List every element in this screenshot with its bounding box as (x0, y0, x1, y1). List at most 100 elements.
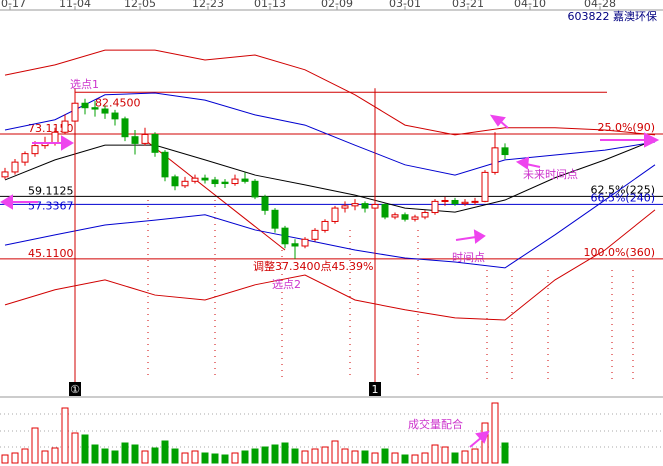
x-tick-label: 04-10 (514, 0, 546, 10)
volume-bar (161, 440, 169, 464)
candle-body (241, 178, 249, 182)
candle-body (121, 118, 129, 138)
volume-bar (51, 447, 59, 464)
candle-body (141, 133, 149, 144)
volume-grid (0, 413, 663, 448)
volume-bar (31, 427, 39, 464)
candle-body (91, 107, 99, 110)
annotation: 选点2 (272, 278, 301, 291)
candle-body (171, 176, 179, 187)
volume-bar (211, 453, 219, 464)
candle-body (441, 199, 449, 202)
candle-body (221, 181, 229, 185)
volume-bar (371, 452, 379, 464)
marker-label: ① (70, 383, 80, 396)
volume-bar (391, 452, 399, 464)
x-tick-label: 03-21 (452, 0, 484, 10)
volume-bar (311, 448, 319, 464)
volume-bar (201, 452, 209, 464)
volume-bar (251, 448, 259, 464)
volume-bar (361, 450, 369, 464)
band-line (4, 49, 656, 136)
candle-body (341, 205, 349, 209)
candle-body (481, 171, 489, 202)
volume-bar (171, 448, 179, 464)
candle-body (371, 204, 379, 209)
candle-body (51, 131, 59, 143)
candle-body (71, 102, 79, 122)
annotation: 未来时间点 (523, 168, 578, 181)
volume-bar (411, 454, 419, 464)
annotation: 时间点 (452, 251, 485, 264)
volume-bar (271, 444, 279, 464)
arrows (0, 114, 660, 448)
candle-body (271, 209, 279, 229)
candle-body (491, 147, 499, 173)
volume-bar (41, 450, 49, 464)
volume-bar (401, 454, 409, 464)
fib-label: 100.0%(360) (583, 246, 655, 259)
volume-bar (111, 450, 119, 464)
volume-bar (441, 446, 449, 464)
candle-body (191, 177, 199, 182)
volume-bar (341, 448, 349, 464)
candle-body (461, 201, 469, 205)
candle-body (411, 216, 419, 220)
volume-bar (481, 422, 489, 464)
candle-body (61, 120, 69, 133)
candle-body (231, 178, 239, 185)
marker-box (369, 382, 381, 396)
level-label: 59.1125 (28, 184, 74, 197)
volume-bar (191, 450, 199, 464)
candle-body (201, 177, 209, 181)
x-tick-label: 02-09 (321, 0, 353, 10)
volume-bar (1, 454, 9, 464)
fib-label: 66.5%(240) (590, 191, 655, 204)
volume-bar (261, 446, 269, 464)
candle-body (261, 196, 269, 211)
x-tick-label: 04-28 (584, 0, 616, 10)
candle-body (31, 145, 39, 155)
candle-body (471, 200, 479, 203)
volume-bar (421, 452, 429, 464)
candle-body (421, 212, 429, 218)
fib-label: 62.5%(225) (590, 183, 655, 196)
x-tick-label: 12-05 (124, 0, 156, 10)
candle-body (11, 161, 19, 173)
annotation: 选点1 (70, 78, 99, 91)
marker-box (69, 382, 81, 396)
volume-bar (121, 442, 129, 464)
volume-bar (71, 432, 79, 464)
volume-bar (181, 452, 189, 464)
candle-body (391, 214, 399, 218)
volume-bar (141, 450, 149, 464)
candle-body (101, 108, 109, 114)
volume-bar (151, 447, 159, 464)
annotation: 成交量配合 (408, 417, 463, 431)
candle-body (151, 133, 159, 153)
candle-body (451, 199, 459, 205)
candle-body (21, 153, 29, 163)
candle-body (311, 229, 319, 240)
volume-bar (291, 448, 299, 464)
level-label: 57.3367 (28, 199, 74, 212)
volume-bar (451, 452, 459, 464)
x-tick-label: 11-04 (59, 0, 91, 10)
candle-body (301, 238, 309, 247)
volume-bar (501, 442, 509, 464)
volume-bar (131, 444, 139, 464)
volume-bar (221, 454, 229, 464)
volume-bar (231, 452, 239, 464)
candle-body (181, 180, 189, 187)
volume-bar (331, 440, 339, 464)
x-tick-label: 10-17 (0, 0, 26, 10)
volume-bar (301, 450, 309, 464)
future-time-lines (147, 200, 634, 380)
volume-bar (241, 450, 249, 464)
volume-bar (91, 444, 99, 464)
volume-bar (381, 448, 389, 464)
candle-body (381, 204, 389, 218)
